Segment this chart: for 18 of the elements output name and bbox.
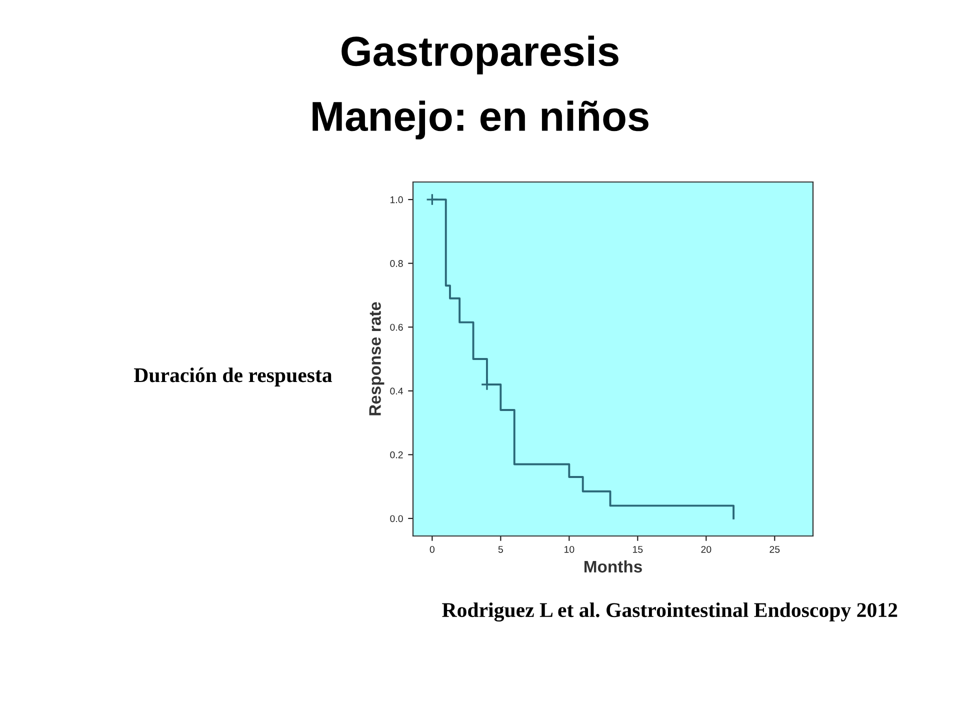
y-tick-label: 0.6	[390, 324, 403, 331]
y-tick-label: 0.2	[390, 451, 403, 458]
x-tick-label: 25	[770, 546, 780, 553]
x-tick-label: 20	[701, 546, 712, 553]
chart-subtitle: Manejo: en niños	[312, 100, 648, 140]
chart-title: Gastroparesis	[342, 36, 618, 74]
x-axis-title: Months	[584, 560, 642, 573]
y-tick-label: 0.4	[390, 388, 403, 395]
x-tick-label: 0	[430, 546, 434, 553]
text: Duración de respuesta	[134, 368, 332, 386]
x-tick-label: 5	[498, 546, 503, 553]
y-tick-label: 0.8	[390, 260, 403, 267]
x-tick-label: 15	[632, 546, 643, 553]
y-tick-label: 1.0	[390, 196, 403, 204]
x-tick-label: 10	[564, 546, 574, 553]
text: Rodriguez L et al. Gastrointestinal Endoscopy 2012	[442, 602, 898, 622]
y-axis-title: Response rate	[369, 302, 384, 416]
y-tick-label: 0.0	[390, 515, 403, 522]
